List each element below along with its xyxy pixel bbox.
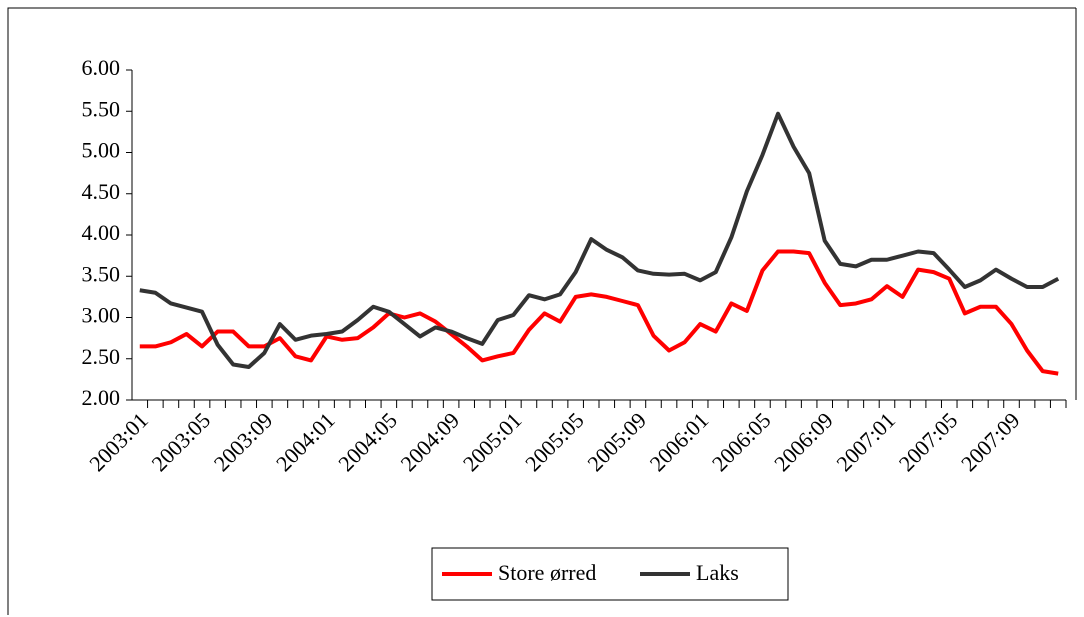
x-tick-label: 2006:01	[645, 407, 714, 476]
x-tick-label: 2007:01	[831, 407, 900, 476]
x-tick-label: 2007:05	[894, 407, 963, 476]
y-tick-label: 5.50	[82, 96, 121, 121]
x-tick-label: 2004:05	[333, 407, 402, 476]
x-tick-label: 2005:05	[520, 407, 589, 476]
x-tick-label: 2004:09	[396, 407, 465, 476]
frame	[7, 7, 1076, 615]
x-tick-label: 2006:05	[707, 407, 776, 476]
x-tick-label: 2003:09	[209, 407, 278, 476]
y-tick-label: 6.00	[82, 55, 121, 80]
x-tick-label: 2006:09	[769, 407, 838, 476]
y-tick-label: 2.50	[82, 344, 121, 369]
y-tick-label: 5.00	[82, 138, 121, 163]
y-tick-label: 4.50	[82, 179, 121, 204]
x-tick-label: 2004:01	[271, 407, 340, 476]
y-tick-label: 2.00	[82, 385, 121, 410]
y-tick-label: 3.50	[82, 261, 121, 286]
x-tick-label: 2003:01	[84, 407, 153, 476]
y-tick-label: 4.00	[82, 220, 121, 245]
x-tick-label: 2005:01	[458, 407, 527, 476]
line-series	[139, 249, 1059, 376]
x-tick-label: 2007:09	[956, 407, 1025, 476]
y-tick-label: 3.00	[82, 303, 121, 328]
x-tick-label: 2003:05	[146, 407, 215, 476]
legend-label: Laks	[696, 560, 739, 585]
legend-label: Store ørred	[498, 560, 596, 585]
line-series	[139, 111, 1060, 369]
x-tick-label: 2005:09	[582, 407, 651, 476]
